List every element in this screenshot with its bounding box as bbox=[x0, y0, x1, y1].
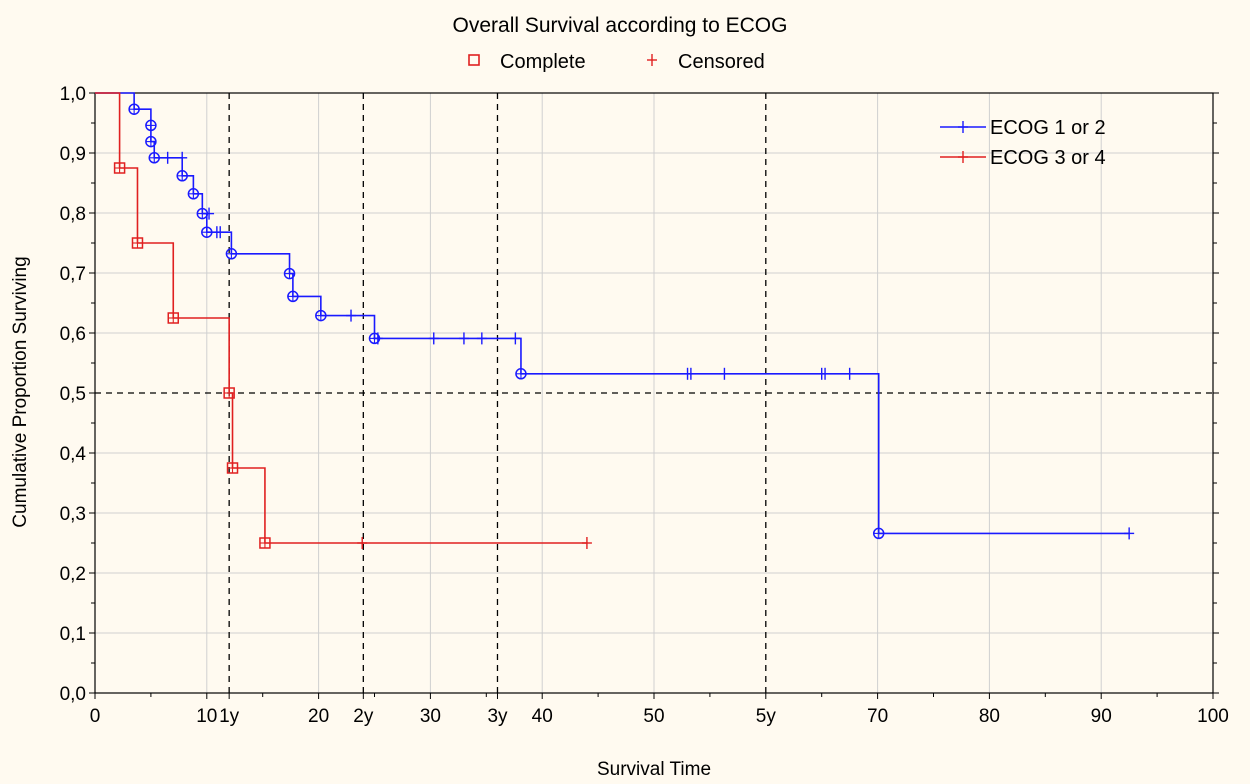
x-tick-label: 100 bbox=[1197, 706, 1229, 727]
event-marker bbox=[872, 527, 885, 540]
event-marker bbox=[259, 537, 271, 549]
y-tick-label: 0,4 bbox=[60, 444, 87, 465]
censored-marker bbox=[177, 151, 188, 164]
event-marker bbox=[287, 290, 299, 303]
event-marker bbox=[315, 309, 327, 322]
x-tick-label: 10 bbox=[196, 706, 217, 727]
x-tick-label: 30 bbox=[420, 706, 441, 727]
x-tick-label: 40 bbox=[532, 706, 553, 727]
x-axis-label: Survival Time bbox=[597, 759, 711, 780]
censored-marker bbox=[581, 537, 592, 549]
censored-marker bbox=[346, 309, 357, 322]
x-tick-label: 1y bbox=[219, 706, 240, 727]
marker-legend-item: Censored bbox=[647, 51, 765, 73]
censored-marker bbox=[820, 367, 831, 380]
x-tick-label: 0 bbox=[90, 706, 101, 727]
censored-marker bbox=[215, 226, 226, 239]
series-1 bbox=[95, 92, 592, 549]
y-tick-label: 0,3 bbox=[60, 504, 86, 525]
event-marker bbox=[201, 226, 213, 238]
event-marker bbox=[225, 248, 238, 260]
event-marker bbox=[515, 368, 527, 380]
series-legend-label: ECOG 3 or 4 bbox=[990, 147, 1106, 169]
event-marker bbox=[113, 162, 126, 174]
series-0 bbox=[95, 92, 1135, 540]
x-tick-label: 20 bbox=[308, 706, 329, 727]
event-marker bbox=[223, 387, 235, 399]
reference-lines bbox=[95, 93, 1213, 693]
y-tick-label: 0,7 bbox=[60, 264, 86, 285]
x-tick-label: 3y bbox=[487, 706, 508, 727]
event-marker bbox=[176, 170, 188, 182]
event-marker bbox=[167, 312, 180, 324]
x-tick-label: 50 bbox=[643, 706, 664, 727]
series-legend-plus bbox=[958, 151, 968, 163]
y-tick-label: 0,2 bbox=[60, 564, 86, 585]
y-tick-label: 0,5 bbox=[60, 384, 86, 405]
chart-title: Overall Survival according to ECOG bbox=[453, 14, 788, 37]
x-tick-label: 5y bbox=[756, 706, 777, 727]
series-legend: ECOG 1 or 2 ECOG 3 or 4 bbox=[940, 117, 1106, 169]
grid bbox=[95, 93, 1213, 693]
event-marker bbox=[128, 103, 140, 115]
series-layer bbox=[95, 92, 1135, 549]
event-marker bbox=[196, 207, 209, 220]
y-tick-label: 0,6 bbox=[60, 324, 86, 345]
censored-marker bbox=[510, 332, 521, 345]
event-marker bbox=[283, 267, 296, 280]
event-marker bbox=[145, 135, 157, 148]
x-tick-label: 70 bbox=[867, 706, 888, 727]
x-tick-label: 80 bbox=[979, 706, 1000, 727]
axis-ticks: 0 10 1y 20 2y 30 3y 40 50 5y 70 80 90 100 0,0 0,1 0,2 0,3… bbox=[60, 84, 1229, 727]
marker-legend-plus bbox=[647, 54, 657, 66]
series-legend-plus bbox=[958, 121, 968, 133]
marker-legend-label: Complete bbox=[500, 51, 586, 73]
event-marker bbox=[131, 237, 144, 249]
y-axis-label: Cumulative Proportion Surviving bbox=[10, 256, 31, 527]
censored-marker bbox=[162, 151, 173, 164]
y-tick-label: 0,1 bbox=[60, 624, 86, 645]
y-tick-label: 0,8 bbox=[60, 204, 86, 225]
y-tick-label: 0,0 bbox=[60, 684, 86, 705]
marker-legend-square bbox=[468, 54, 480, 66]
censored-marker bbox=[844, 367, 855, 380]
series-legend-item: ECOG 3 or 4 bbox=[940, 147, 1106, 169]
y-tick-label: 1,0 bbox=[60, 84, 86, 105]
y-tick-label: 0,9 bbox=[60, 144, 86, 165]
event-marker bbox=[226, 462, 239, 474]
marker-legend-label: Censored bbox=[678, 51, 765, 73]
event-marker bbox=[145, 119, 157, 132]
event-marker bbox=[187, 188, 200, 200]
censored-marker bbox=[476, 332, 487, 345]
censored-marker bbox=[685, 367, 696, 380]
censored-marker bbox=[458, 332, 469, 345]
x-tick-label: 90 bbox=[1091, 706, 1112, 727]
event-marker bbox=[148, 152, 161, 164]
censored-marker bbox=[719, 367, 730, 380]
series-legend-item: ECOG 1 or 2 bbox=[940, 117, 1106, 139]
censored-marker bbox=[1124, 527, 1135, 540]
marker-legend-item: Complete bbox=[468, 51, 586, 73]
censored-marker bbox=[428, 332, 439, 345]
marker-legend: Complete Censored bbox=[468, 51, 765, 73]
x-tick-label: 2y bbox=[353, 706, 374, 727]
series-legend-label: ECOG 1 or 2 bbox=[990, 117, 1106, 139]
censored-marker bbox=[357, 537, 368, 549]
event-marker bbox=[368, 332, 381, 345]
